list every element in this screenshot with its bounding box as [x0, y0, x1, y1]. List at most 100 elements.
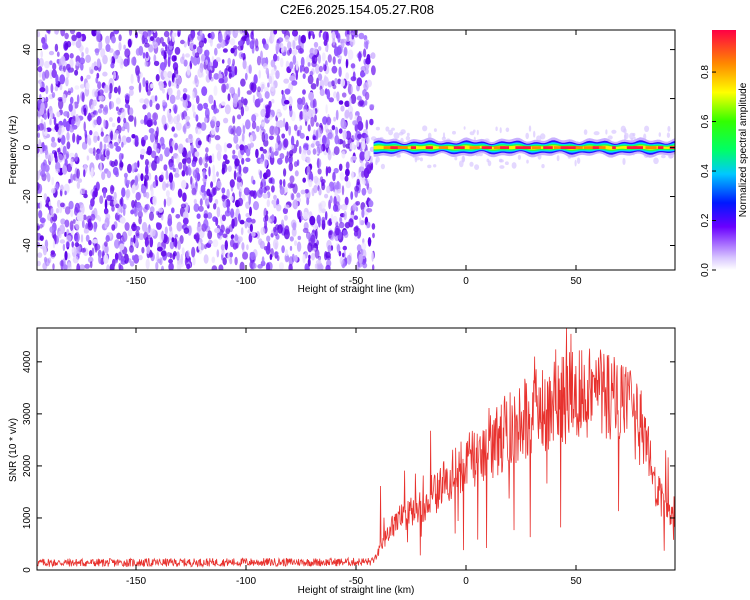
noise-cell	[359, 217, 362, 226]
noise-cell	[203, 254, 209, 264]
noise-cell	[354, 123, 358, 132]
noise-cell	[103, 143, 107, 150]
noise-cell	[216, 180, 222, 189]
noise-cell	[352, 120, 358, 126]
noise-cell	[223, 142, 228, 153]
noise-cell	[261, 131, 265, 143]
noise-cell	[194, 74, 198, 84]
noise-cell	[264, 133, 269, 141]
noise-cell	[342, 252, 345, 258]
halo-cell	[452, 130, 456, 135]
spectrogram-y-axis-label: Frequency (Hz)	[8, 116, 19, 185]
noise-cell	[99, 104, 104, 109]
noise-cell	[302, 177, 307, 183]
noise-cell	[245, 201, 250, 209]
noise-cell	[167, 218, 173, 227]
noise-cell	[362, 262, 368, 269]
noise-cell	[371, 65, 376, 76]
noise-cell	[176, 221, 183, 232]
noise-cell	[146, 112, 152, 121]
noise-cell	[220, 224, 226, 233]
noise-cell	[98, 89, 104, 95]
noise-cell	[118, 160, 124, 171]
noise-cell	[233, 134, 239, 144]
noise-cell	[137, 204, 143, 212]
noise-cell	[167, 56, 171, 68]
y-tick-label: -40	[22, 238, 33, 253]
noise-cell	[256, 55, 262, 66]
noise-cell	[74, 152, 78, 162]
noise-cell	[129, 89, 134, 96]
noise-cell	[50, 141, 57, 148]
noise-cell	[90, 213, 96, 221]
noise-cell	[258, 69, 261, 79]
noise-cell	[132, 221, 136, 228]
noise-cell	[260, 108, 267, 118]
noise-cell	[117, 85, 121, 95]
noise-cell	[149, 30, 152, 35]
halo-cell	[406, 132, 410, 137]
noise-cell	[113, 86, 118, 94]
noise-cell	[319, 30, 323, 33]
noise-cell	[245, 167, 249, 172]
noise-cell	[192, 91, 195, 100]
noise-cell	[315, 228, 318, 240]
noise-cell	[268, 177, 273, 184]
noise-cell	[81, 141, 88, 150]
noise-cell	[66, 131, 70, 141]
noise-cell	[59, 74, 66, 85]
noise-cell	[48, 50, 55, 56]
noise-cell	[310, 116, 315, 127]
noise-cell	[211, 256, 216, 264]
noise-cell	[213, 203, 217, 210]
noise-cell	[275, 142, 279, 149]
noise-cell	[251, 30, 254, 35]
noise-cell	[194, 52, 200, 58]
noise-cell	[280, 57, 284, 68]
noise-cell	[117, 116, 121, 124]
noise-cell	[363, 35, 368, 41]
noise-cell	[221, 214, 226, 222]
halo-cell	[427, 132, 432, 139]
noise-cell	[297, 100, 303, 111]
noise-cell	[165, 44, 168, 52]
noise-cell	[317, 73, 323, 81]
noise-cell	[103, 136, 109, 144]
spectrogram-panel: -150 -100 -50 0 50 -40 -20 0 20 40 Height of str…	[8, 29, 676, 295]
noise-cell	[257, 86, 261, 93]
noise-cell	[39, 235, 44, 242]
noise-cell	[275, 70, 280, 80]
colorbar-tick-label: 0.6	[700, 114, 711, 128]
noise-cell	[121, 141, 124, 148]
noise-cell	[119, 243, 125, 251]
noise-cell	[342, 229, 348, 236]
noise-cell	[361, 242, 367, 251]
noise-cell	[220, 244, 225, 251]
noise-cell	[111, 224, 116, 231]
noise-cell	[79, 264, 86, 270]
noise-cell	[284, 253, 290, 263]
noise-cell	[174, 142, 179, 151]
noise-cell	[205, 59, 208, 66]
noise-cell	[193, 198, 197, 205]
noise-cell	[226, 206, 230, 214]
noise-cell	[208, 136, 212, 144]
noise-cell	[292, 30, 298, 37]
noise-cell	[282, 117, 286, 128]
noise-cell	[350, 63, 356, 69]
noise-cell	[349, 142, 355, 150]
noise-cell	[45, 96, 49, 103]
halo-cell	[666, 132, 671, 138]
noise-cell	[137, 74, 140, 84]
noise-cell	[143, 135, 149, 141]
noise-cell	[332, 215, 338, 224]
noise-cell	[146, 89, 151, 96]
noise-cell	[131, 56, 137, 66]
noise-cell	[209, 38, 213, 47]
noise-cell	[180, 203, 187, 209]
noise-cell	[159, 174, 164, 181]
noise-cell	[198, 40, 205, 48]
noise-cell	[149, 237, 154, 248]
halo-cell	[593, 131, 600, 136]
noise-cell	[65, 151, 70, 160]
